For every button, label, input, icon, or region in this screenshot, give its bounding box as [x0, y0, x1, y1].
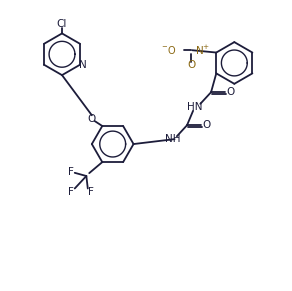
Text: Cl: Cl — [57, 19, 67, 29]
Text: O: O — [87, 114, 95, 124]
Text: HN: HN — [187, 102, 203, 112]
Text: F: F — [88, 187, 94, 197]
Text: O: O — [202, 120, 211, 130]
Text: N$^{+}$: N$^{+}$ — [194, 44, 210, 57]
Text: NH: NH — [165, 134, 180, 144]
Text: O: O — [187, 60, 195, 70]
Text: F: F — [68, 187, 74, 197]
Text: $^{-}$O: $^{-}$O — [161, 44, 177, 56]
Text: N: N — [79, 60, 86, 70]
Text: F: F — [68, 167, 74, 177]
Text: O: O — [226, 87, 234, 97]
